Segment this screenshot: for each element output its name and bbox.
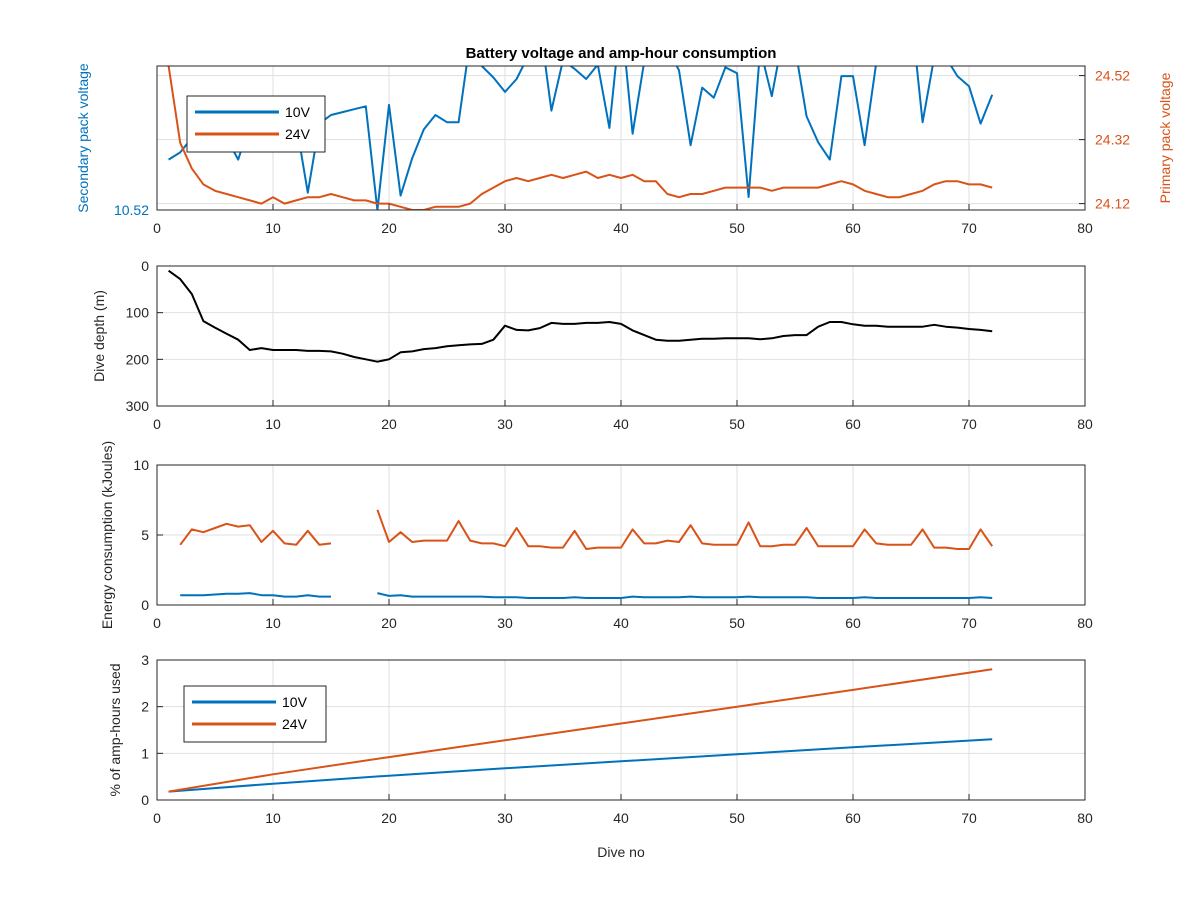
legend-label-24v: 24V xyxy=(285,126,311,142)
x-tick-label: 30 xyxy=(497,220,513,236)
y-tick-label: 0 xyxy=(141,258,149,274)
y-tick-label: 0 xyxy=(141,792,149,808)
panel-4: 0 10 20 30 40 50 60 70 80 0 1 2 3 Dive no % of amp-hou… xyxy=(107,652,1093,860)
x-tick-label: 20 xyxy=(381,615,397,631)
x-tick-label: 40 xyxy=(613,220,629,236)
legend-box xyxy=(186,95,326,153)
y-tick-label: 1 xyxy=(141,745,149,761)
x-tick-label: 40 xyxy=(613,615,629,631)
y-tick-label: 300 xyxy=(126,398,150,414)
x-tick-label: 20 xyxy=(381,416,397,432)
x-tick-label: 0 xyxy=(153,810,161,826)
legend-label-10v: 10V xyxy=(285,104,311,120)
y-axis-label: Secondary pack voltage xyxy=(75,63,91,213)
y-axis-label: Energy consumption (kJoules) xyxy=(99,441,115,629)
y-tick-label: 10 xyxy=(133,457,149,473)
x-tick-label: 30 xyxy=(497,810,513,826)
x-tick-label: 30 xyxy=(497,416,513,432)
series-line-1 xyxy=(168,269,993,363)
y-right-tick-label: 24.52 xyxy=(1095,68,1130,84)
x-tick-label: 80 xyxy=(1077,615,1093,631)
y-axis-label: % of amp-hours used xyxy=(107,663,123,796)
series-line-24v xyxy=(167,66,993,210)
x-tick-label: 60 xyxy=(845,416,861,432)
panel-2: 0 10 20 30 40 50 60 70 80 0 100 200 300 Dive depth (m… xyxy=(91,258,1093,432)
x-tick-label: 70 xyxy=(961,416,977,432)
y-tick-label: 2 xyxy=(141,699,149,715)
legend-label-10v: 10V xyxy=(282,694,308,710)
x-tick-label: 80 xyxy=(1077,810,1093,826)
legend-box xyxy=(183,685,327,743)
x-tick-label: 40 xyxy=(613,416,629,432)
panel-1: 0 10 20 30 40 50 60 70 80 10.52 24.12 24.32 24.52 Bat… xyxy=(75,45,1173,236)
x-tick-label: 0 xyxy=(153,220,161,236)
x-tick-label: 10 xyxy=(265,810,281,826)
x-tick-label: 50 xyxy=(729,416,745,432)
y-axis-label: Dive depth (m) xyxy=(91,290,107,382)
x-tick-label: 50 xyxy=(729,810,745,826)
x-tick-label: 0 xyxy=(153,615,161,631)
x-tick-label: 10 xyxy=(265,416,281,432)
y-tick-label: 0 xyxy=(141,597,149,613)
x-tick-label: 70 xyxy=(961,810,977,826)
y-tick-label: 200 xyxy=(126,351,150,367)
x-tick-label: 40 xyxy=(613,810,629,826)
series-line-24v xyxy=(168,668,993,793)
x-tick-label: 50 xyxy=(729,220,745,236)
y-tick-label: 5 xyxy=(141,527,149,543)
x-tick-label: 60 xyxy=(845,810,861,826)
series-line-2 xyxy=(180,592,993,599)
x-tick-label: 0 xyxy=(153,416,161,432)
x-tick-label: 20 xyxy=(381,810,397,826)
x-tick-label: 20 xyxy=(381,220,397,236)
x-tick-label: 70 xyxy=(961,220,977,236)
y-tick-label: 100 xyxy=(126,305,150,321)
x-tick-label: 30 xyxy=(497,615,513,631)
x-tick-label: 10 xyxy=(265,615,281,631)
chart-title: Battery voltage and amp-hour consumption xyxy=(466,45,777,62)
series-line-10v xyxy=(168,66,994,210)
x-tick-label: 80 xyxy=(1077,416,1093,432)
y-right-tick-label: 24.12 xyxy=(1095,196,1130,212)
series-line-1 xyxy=(179,509,994,550)
panel-3: 0 10 20 30 40 50 60 70 80 0 5 10 Energy consumption … xyxy=(99,441,1093,631)
x-axis-label: Dive no xyxy=(597,844,645,860)
y-tick-label: 10.52 xyxy=(114,202,149,218)
y-right-axis-label: Primary pack voltage xyxy=(1157,72,1173,203)
x-tick-label: 60 xyxy=(845,220,861,236)
x-tick-label: 10 xyxy=(265,220,281,236)
x-tick-label: 60 xyxy=(845,615,861,631)
x-tick-label: 50 xyxy=(729,615,745,631)
x-tick-label: 70 xyxy=(961,615,977,631)
legend-label-24v: 24V xyxy=(282,716,308,732)
y-tick-label: 3 xyxy=(141,652,149,668)
x-tick-label: 80 xyxy=(1077,220,1093,236)
series-line-10v xyxy=(168,738,993,793)
y-right-tick-label: 24.32 xyxy=(1095,132,1130,148)
